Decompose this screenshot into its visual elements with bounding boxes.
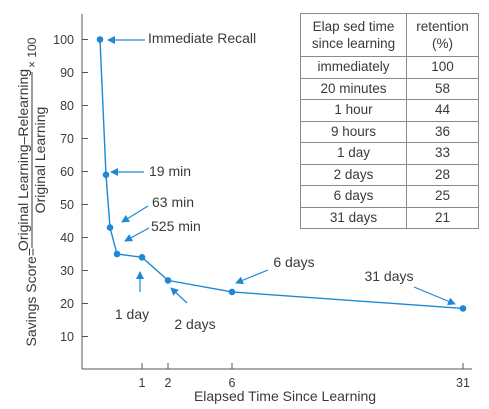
annotation-label: 2 days [174,316,215,332]
table-cell-time: 1 hour [300,99,407,122]
data-point [459,305,467,312]
table-row: 9 hours 36 [300,120,479,143]
table-header-row: Elap sed time since learning retention (%) [300,13,479,57]
table-row: immediately 100 [300,56,479,79]
annotation-label: 6 days [273,254,314,270]
y-tick-label: 80 [60,99,74,113]
series-line [99,39,464,310]
table-header-elapsed-text: Elap sed time since learning [311,19,396,51]
y-axis-title-denominator: Original Learning [32,107,48,214]
retention-table: Elap sed time since learning retention (%)… [300,13,479,229]
table-cell-time: immediately [300,56,407,79]
table-cell-retention: 28 [406,163,479,186]
x-tick-label: 1 [139,376,146,390]
annotation-arrow [124,227,150,242]
table-header-elapsed: Elap sed time since learning [300,13,407,57]
y-tick-label: 70 [60,132,74,146]
x-tick-label: 2 [165,376,172,390]
table-row: 6 days 25 [300,185,479,208]
table-cell-retention: 33 [406,142,479,165]
x-tick-label: 6 [229,376,236,390]
annotation-arrow [235,269,269,285]
annotation-label: Immediate Recall [148,30,256,46]
annotation-label: 525 min [151,218,201,234]
y-axis-title-numerator: Original Learning–Relearning [15,69,31,251]
annotation-label: 19 min [149,163,191,179]
data-point [96,36,104,43]
table-row: 1 day 33 [300,142,479,165]
annotation-label: 1 day [115,306,149,322]
y-tick-label: 30 [60,264,74,278]
table-cell-retention: 44 [406,99,479,122]
table-header-retention-text: retention (%) [416,19,469,51]
data-point [113,250,121,258]
y-tick-label: 20 [60,297,74,311]
annotation-arrow [121,205,149,223]
x-tick-label: 31 [456,376,470,390]
table-cell-retention: 25 [406,185,479,208]
data-point [228,288,236,296]
y-tick-label: 60 [60,165,74,179]
data-point [138,253,146,261]
table-cell-time: 1 day [300,142,407,165]
table-cell-time: 9 hours [300,120,407,143]
table-cell-time: 20 minutes [300,77,407,100]
table-header-retention: retention (%) [406,13,479,57]
y-tick-label: 100 [53,33,74,47]
y-tick-label: 50 [60,198,74,212]
y-axis-title-suffix: × 100 [25,37,39,68]
table-cell-retention: 100 [406,56,479,79]
table-row: 2 days 28 [300,163,479,186]
table-cell-time: 2 days [300,163,407,186]
y-axis-title-prefix: Savings Score= [23,248,39,346]
data-point [106,224,114,231]
y-tick-label: 10 [60,330,74,344]
table-row: 20 minutes 58 [300,77,479,100]
table-row: 31 days 21 [300,206,479,229]
annotation-arrow [170,287,188,304]
table-row: 1 hour 44 [300,99,479,122]
table-cell-retention: 21 [406,206,479,229]
table-cell-time: 31 days [300,206,407,229]
annotation-arrow [413,286,456,306]
x-axis-title: Elapsed Time Since Learning [194,388,376,404]
table-cell-retention: 58 [406,77,479,100]
annotation-label: 63 min [152,194,194,210]
table-cell-time: 6 days [300,185,407,208]
y-tick-label: 90 [60,66,74,80]
data-point [164,277,172,284]
table-cell-retention: 36 [406,120,479,143]
data-point [102,171,110,179]
y-tick-label: 40 [60,231,74,245]
annotation-label: 31 days [364,268,413,284]
y-axis-title: Savings Score= Original Learning–Relearn… [15,37,48,346]
